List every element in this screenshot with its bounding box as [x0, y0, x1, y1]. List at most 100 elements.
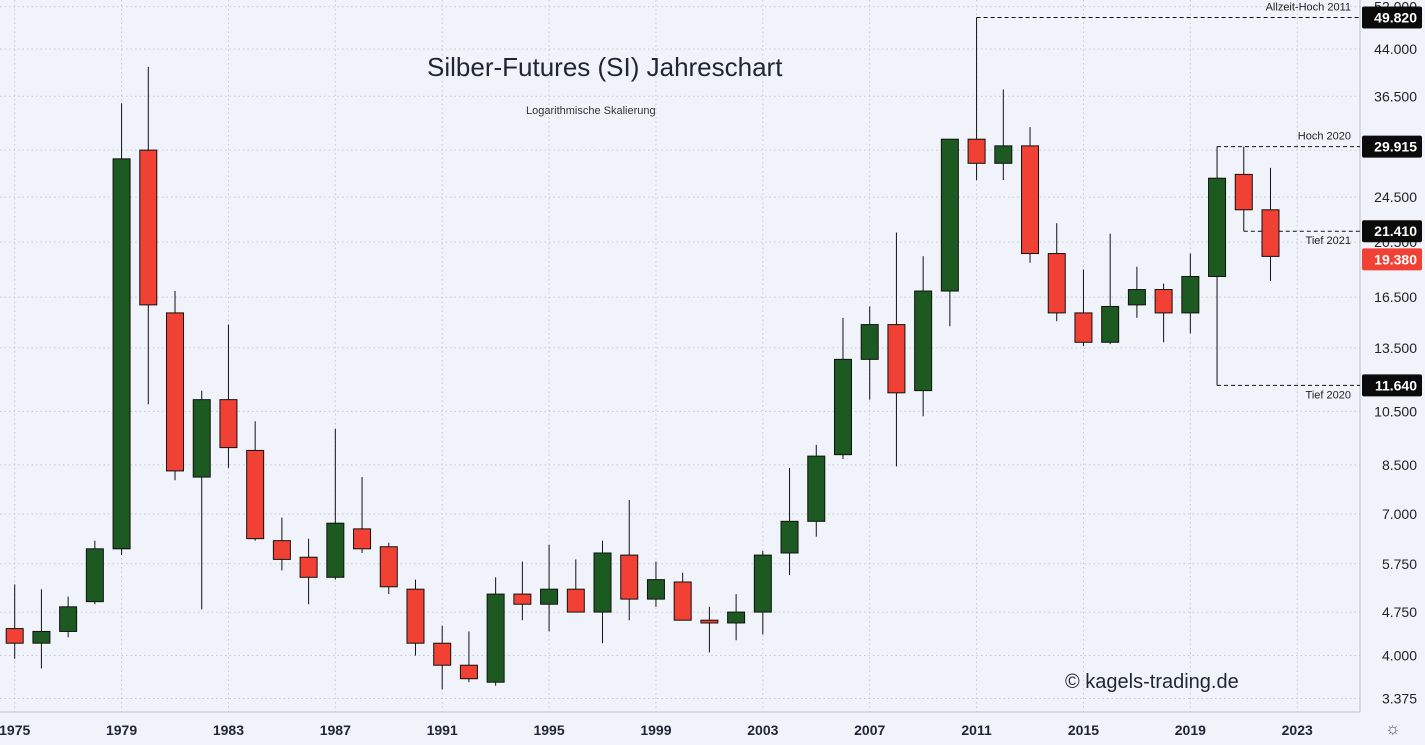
- candle-body-bullish: [940, 138, 959, 292]
- y-tick-label: 7.000: [1382, 506, 1417, 522]
- candle-body-bearish: [1234, 173, 1253, 211]
- candle-1989: [379, 542, 398, 595]
- candle-body-bullish: [994, 145, 1013, 164]
- candle-2000: [673, 572, 692, 621]
- y-tick-label: 36.500: [1374, 88, 1417, 104]
- x-tick-label: 2007: [854, 722, 885, 738]
- candle-2020: [1208, 146, 1227, 386]
- candle-2013: [1021, 127, 1040, 263]
- candle-body-bearish: [673, 581, 692, 621]
- candle-1976: [32, 589, 51, 669]
- candle-2015: [1074, 269, 1093, 346]
- candle-body-bearish: [620, 554, 639, 600]
- level-annotation: Allzeit-Hoch 2011: [1266, 2, 1351, 14]
- candle-body-bullish: [85, 548, 104, 603]
- candle-body-bullish: [1208, 177, 1227, 277]
- candle-body-bearish: [513, 593, 532, 605]
- x-tick-label: 1999: [640, 722, 671, 738]
- candle-2018: [1154, 283, 1173, 343]
- candle-body-bearish: [433, 642, 452, 666]
- candle-1991: [433, 625, 452, 690]
- x-tick-label: 2011: [961, 722, 992, 738]
- candle-body-bearish: [353, 528, 372, 550]
- price-badge-label: 21.410: [1374, 223, 1417, 239]
- candle-2004: [780, 467, 799, 575]
- settings-gear-icon[interactable]: ☼: [1385, 719, 1401, 738]
- price-badge-background: [1362, 220, 1422, 243]
- x-tick-label: 1975: [0, 722, 30, 738]
- candle-body-bullish: [780, 520, 799, 554]
- candle-1990: [406, 579, 425, 656]
- candle-1998: [620, 499, 639, 621]
- x-tick-label: 2003: [747, 722, 778, 738]
- candle-body-bearish: [139, 149, 158, 306]
- watermark: © kagels-trading.de: [1065, 671, 1239, 693]
- candle-body-bearish: [1047, 253, 1066, 314]
- candle-1987: [326, 428, 345, 580]
- last-price-badge-background: [1362, 248, 1422, 271]
- candle-1988: [353, 477, 372, 553]
- candle-1995: [540, 544, 559, 632]
- candle-body-bullish: [1181, 275, 1200, 314]
- candle-1985: [272, 517, 291, 571]
- x-tick-label: 1983: [213, 722, 244, 738]
- candle-1977: [59, 596, 78, 638]
- candle-body-bearish: [1154, 289, 1173, 314]
- candle-2009: [914, 256, 933, 417]
- candle-1992: [459, 631, 478, 683]
- candle-body-bullish: [914, 290, 933, 392]
- candle-1986: [299, 538, 318, 605]
- candle-2005: [807, 444, 826, 537]
- candle-1978: [85, 540, 104, 605]
- candle-body-bearish: [406, 588, 425, 644]
- price-badge-background: [1362, 374, 1422, 397]
- price-badge-label: 29.915: [1374, 139, 1417, 155]
- time-axis[interactable]: 1975 1979 1983 1987 1991 1995 1999 2003 2007 2011…: [0, 722, 1313, 738]
- price-badges-layer: 49.820 29.915 21.410 11.640 19.380: [1362, 6, 1422, 397]
- candle-body-bullish: [646, 579, 665, 600]
- candle-2021: [1234, 146, 1253, 232]
- candle-body-bearish: [219, 399, 238, 449]
- y-tick-label: 13.500: [1374, 340, 1417, 356]
- candle-body-bullish: [1127, 289, 1146, 306]
- candle-body-bullish: [326, 522, 345, 578]
- level-lines-layer: Allzeit-Hoch 2011 Hoch 2020 Tief 2021 Tief …: [976, 2, 1360, 401]
- y-tick-label: 8.500: [1382, 457, 1417, 473]
- candle-2022: [1261, 167, 1280, 281]
- candle-body-bearish: [246, 449, 265, 540]
- y-tick-label: 44.000: [1374, 41, 1417, 57]
- candle-body-bullish: [32, 630, 51, 644]
- candle-body-bullish: [112, 158, 131, 550]
- candle-body-bullish: [727, 611, 746, 624]
- candle-body-bearish: [700, 619, 719, 624]
- price-badge-label: 11.640: [1375, 377, 1417, 393]
- candle-body-bearish: [566, 588, 585, 613]
- candle-2003: [753, 550, 772, 635]
- y-tick-label: 4.000: [1382, 648, 1417, 664]
- candle-body-bearish: [459, 664, 478, 680]
- x-tick-label: 1991: [427, 722, 458, 738]
- candle-body-bullish: [860, 324, 879, 360]
- price-badge: 21.410: [1362, 220, 1422, 243]
- x-tick-label: 1979: [106, 722, 137, 738]
- x-tick-label: 2023: [1282, 722, 1313, 738]
- x-tick-label: 1995: [533, 722, 564, 738]
- candle-2002: [727, 594, 746, 641]
- candle-2017: [1127, 266, 1146, 318]
- candle-body-bearish: [379, 546, 398, 588]
- price-badge: 11.640: [1362, 374, 1422, 397]
- candle-body-bullish: [1101, 305, 1120, 343]
- candle-2001: [700, 606, 719, 653]
- x-tick-label: 2015: [1068, 722, 1099, 738]
- candle-body-bullish: [192, 399, 211, 478]
- price-badge: 29.915: [1362, 135, 1422, 158]
- last-price-badge-label: 19.380: [1374, 251, 1417, 267]
- candle-body-bearish: [887, 324, 906, 394]
- level-annotation: Tief 2021: [1306, 235, 1351, 247]
- candle-body-bearish: [272, 540, 291, 560]
- candle-2014: [1047, 223, 1066, 322]
- candle-1980: [139, 66, 158, 405]
- candle-1981: [166, 291, 185, 481]
